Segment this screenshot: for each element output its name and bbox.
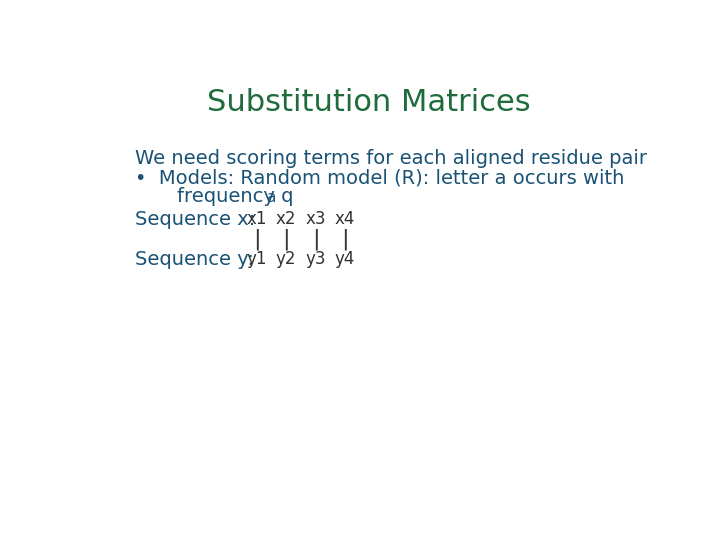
Text: x1: x1 <box>246 210 267 227</box>
Text: |: | <box>253 229 261 251</box>
Text: y2: y2 <box>276 249 297 268</box>
Text: frequency q: frequency q <box>152 187 294 206</box>
Text: y1: y1 <box>246 249 267 268</box>
Text: Sequence y:: Sequence y: <box>135 249 254 268</box>
Text: Sequence x:: Sequence x: <box>135 210 255 228</box>
Text: x4: x4 <box>335 210 355 227</box>
Text: y4: y4 <box>335 249 355 268</box>
Text: x2: x2 <box>276 210 297 227</box>
Text: y3: y3 <box>305 249 325 268</box>
Text: |: | <box>341 229 348 251</box>
Text: Substitution Matrices: Substitution Matrices <box>207 88 531 117</box>
Text: •  Models: Random model (R): letter a occurs with: • Models: Random model (R): letter a occ… <box>135 168 624 188</box>
Text: |: | <box>282 229 290 251</box>
Text: x3: x3 <box>305 210 325 227</box>
Text: a: a <box>266 190 275 205</box>
Text: We need scoring terms for each aligned residue pair: We need scoring terms for each aligned r… <box>135 150 647 168</box>
Text: |: | <box>312 229 320 251</box>
